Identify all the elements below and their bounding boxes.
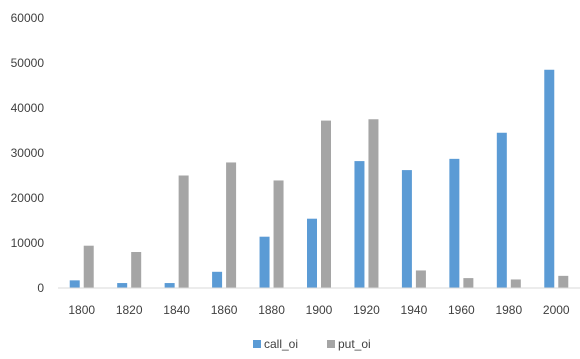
y-tick-label: 60000 (11, 11, 45, 25)
legend-label-call_oi: call_oi (264, 337, 298, 351)
y-axis: 0 10000 20000 30000 40000 50000 60000 (11, 11, 45, 295)
bar-call_oi-1940 (401, 170, 412, 288)
x-tick-label: 2000 (543, 303, 570, 317)
x-tick-label: 1900 (306, 303, 333, 317)
x-tick-label: 1960 (448, 303, 475, 317)
x-tick-label: 1880 (258, 303, 285, 317)
bars (69, 69, 569, 288)
bar-call_oi-1900 (307, 218, 317, 288)
bar-put_oi-1820 (131, 252, 142, 288)
legend: call_oi put_oi (253, 337, 371, 351)
x-tick-label: 1820 (116, 303, 143, 317)
y-tick-label: 20000 (11, 191, 45, 205)
y-tick-label: 30000 (11, 146, 45, 160)
legend-swatch-call_oi (253, 340, 261, 348)
y-tick-label: 0 (37, 281, 44, 295)
bar-put_oi-2000 (558, 275, 569, 288)
bar-put_oi-1960 (463, 278, 474, 288)
bar-put_oi-1860 (226, 162, 237, 288)
y-tick-label: 10000 (11, 236, 45, 250)
bar-put_oi-1920 (368, 119, 379, 288)
bar-put_oi-1900 (321, 120, 331, 288)
x-tick-label: 1920 (353, 303, 380, 317)
bar-put_oi-1980 (510, 279, 521, 288)
bar-put_oi-1800 (83, 245, 94, 288)
bar-call_oi-1860 (212, 271, 223, 288)
bar-put_oi-1940 (415, 270, 426, 288)
y-tick-label: 50000 (11, 56, 45, 70)
x-tick-label: 1840 (163, 303, 190, 317)
bar-put_oi-1880 (273, 180, 284, 288)
bar-call_oi-1880 (259, 236, 270, 288)
x-tick-label: 1940 (401, 303, 428, 317)
bar-call_oi-1960 (449, 158, 460, 288)
legend-swatch-put_oi (327, 340, 335, 348)
bar-call_oi-1800 (69, 280, 80, 288)
legend-label-put_oi: put_oi (338, 337, 371, 351)
bar-call_oi-1820 (117, 283, 128, 288)
bar-call_oi-2000 (544, 69, 555, 288)
x-tick-label: 1800 (68, 303, 95, 317)
bar-put_oi-1840 (178, 175, 189, 288)
bar-call_oi-1920 (354, 161, 365, 288)
x-axis: 1800 1820 1840 1860 1880 1900 1920 1940 1960 1980… (68, 303, 570, 317)
bar-call_oi-1980 (496, 132, 507, 288)
x-tick-label: 1860 (211, 303, 238, 317)
y-tick-label: 40000 (11, 101, 45, 115)
x-tick-label: 1980 (495, 303, 522, 317)
bar-call_oi-1840 (164, 283, 175, 288)
